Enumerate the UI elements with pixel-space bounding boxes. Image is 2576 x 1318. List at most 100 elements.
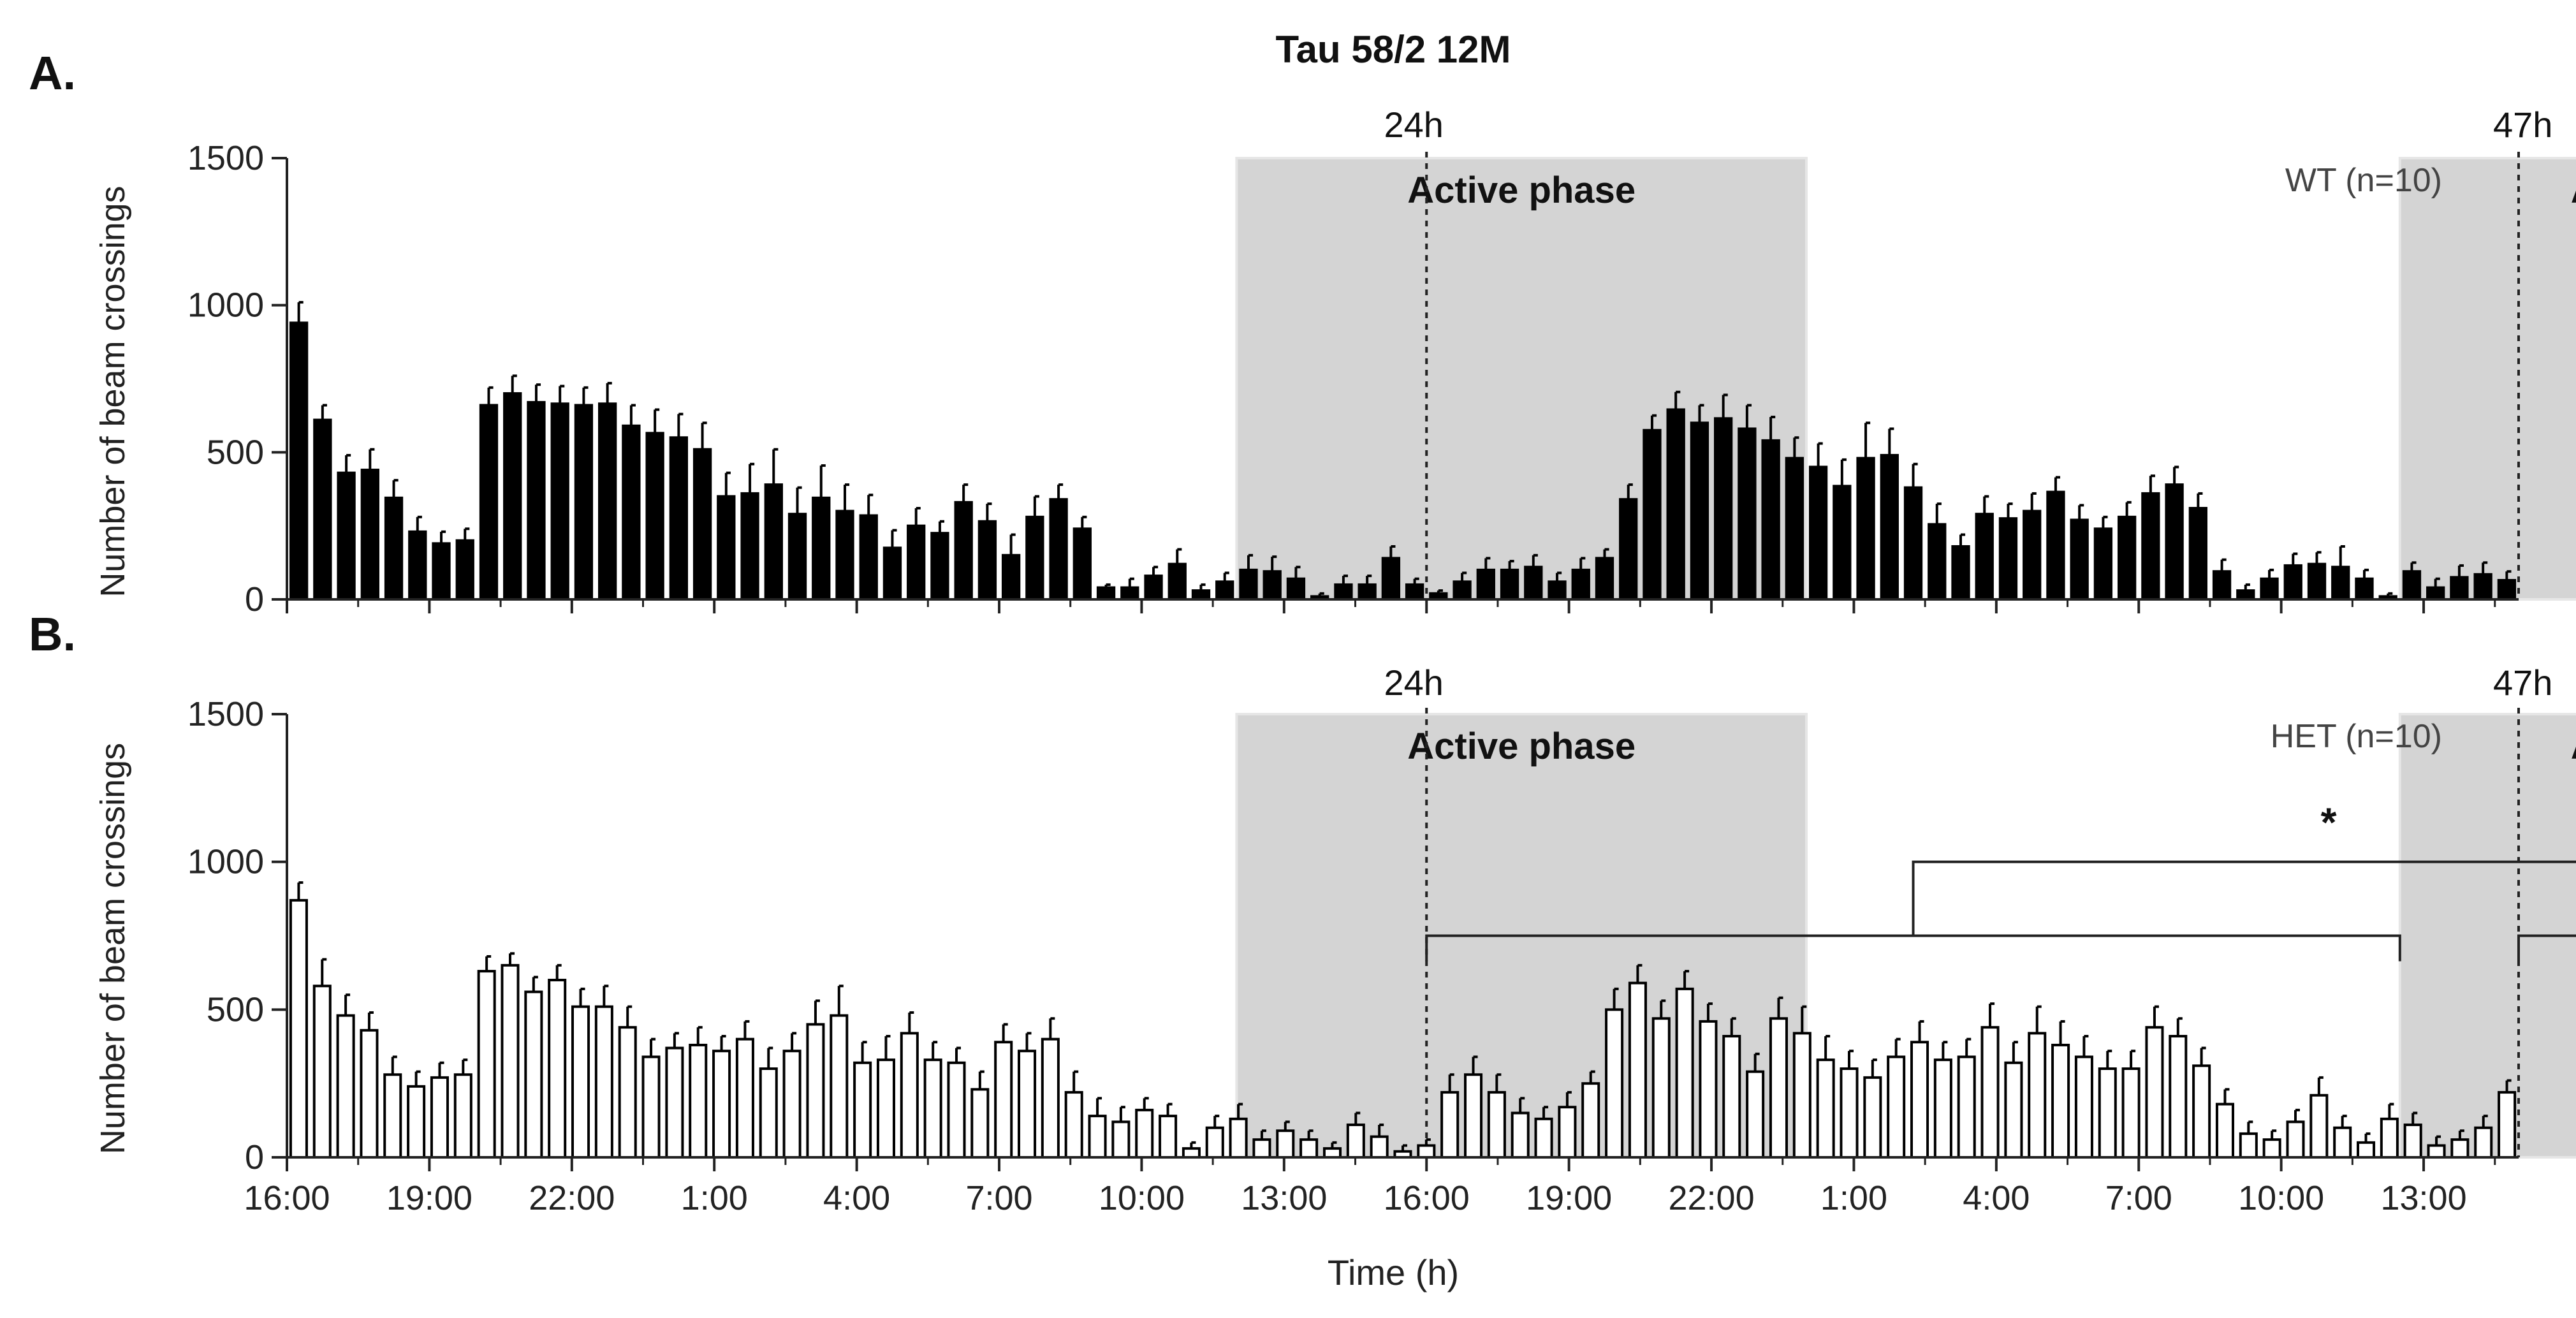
bar — [835, 509, 854, 601]
marker-47h: 47h — [2493, 105, 2552, 145]
bar — [1933, 1058, 1952, 1159]
legend-label: HET (n=10) — [2271, 718, 2442, 755]
bar — [1808, 465, 1828, 601]
bar — [1769, 1017, 1788, 1159]
bar — [1524, 566, 1543, 601]
bar — [2426, 586, 2445, 601]
bracket-right — [2517, 934, 2576, 962]
bar — [1018, 1050, 1037, 1159]
marker-24h: 24h — [1384, 663, 1444, 703]
bar — [618, 1026, 637, 1159]
x-tick-label: 10:00 — [2238, 1179, 2324, 1217]
bar — [2331, 566, 2350, 601]
bar — [1903, 486, 1923, 601]
bar — [2260, 577, 2279, 601]
bar — [1191, 589, 1211, 601]
bar — [1840, 1067, 1859, 1159]
bar — [1548, 580, 1567, 601]
bar — [1714, 417, 1733, 601]
bar — [2357, 1141, 2376, 1159]
marker-47h: 47h — [2493, 663, 2552, 703]
bar — [384, 496, 404, 601]
bar — [594, 1005, 613, 1159]
x-tick-label: 22:00 — [1668, 1179, 1754, 1217]
bar — [1144, 575, 1163, 601]
bar — [1252, 1138, 1271, 1159]
bar — [2498, 1091, 2517, 1159]
bar — [930, 532, 949, 601]
y-tick-label: 0 — [245, 1138, 264, 1176]
bar — [994, 1041, 1013, 1159]
bar — [2141, 492, 2160, 601]
bar — [2474, 1126, 2493, 1159]
bar — [1096, 586, 1116, 601]
bar — [2239, 1132, 2258, 1159]
active-phase-region — [1235, 157, 1808, 601]
bar — [1215, 580, 1234, 601]
bar — [1417, 1144, 1436, 1159]
bar — [430, 1076, 450, 1159]
bar — [1381, 557, 1401, 601]
y-tick-label: 1000 — [187, 286, 264, 325]
bar — [2028, 1032, 2047, 1159]
bar — [1049, 498, 1068, 601]
bar — [360, 469, 379, 601]
bar — [1928, 523, 1947, 601]
bar — [1159, 1115, 1178, 1159]
bar — [1262, 570, 1282, 601]
bar — [571, 1005, 590, 1159]
legend-label: WT (n=10) — [2285, 162, 2442, 199]
bar — [527, 400, 546, 601]
bar — [1980, 1026, 2000, 1159]
active-phase-label: Active phase — [2571, 170, 2576, 211]
bar — [503, 392, 522, 601]
bar — [1863, 1076, 1882, 1159]
bar — [2145, 1026, 2164, 1159]
bar — [2093, 527, 2113, 601]
bar — [2004, 1061, 2023, 1159]
bar — [1628, 981, 1647, 1159]
bar — [1880, 453, 1899, 601]
x-tick-label: 13:00 — [2380, 1179, 2466, 1217]
bar — [2355, 577, 2374, 601]
bar — [1816, 1058, 1835, 1159]
bar — [2497, 579, 2517, 601]
bar — [1833, 485, 1852, 601]
bar — [1690, 421, 1709, 601]
bar — [1651, 1017, 1671, 1159]
bar — [1440, 1091, 1460, 1159]
bar — [1405, 583, 1424, 601]
y-tick-label: 500 — [207, 433, 264, 471]
bar — [645, 432, 664, 601]
bar — [407, 1085, 426, 1159]
bar — [1619, 498, 1638, 601]
active-phase-label: Active phase — [1407, 726, 1636, 767]
bar — [1346, 1124, 1365, 1159]
bar — [907, 524, 926, 601]
bar — [1675, 987, 1694, 1159]
x-tick-label: 16:00 — [244, 1179, 330, 1217]
bar — [977, 520, 997, 601]
bar — [2023, 509, 2042, 601]
y-axis-label: Number of beam crossings — [94, 743, 132, 1154]
x-tick-label: 22:00 — [529, 1179, 615, 1217]
bar — [669, 436, 689, 601]
bar — [2450, 576, 2469, 601]
x-tick-label: 1:00 — [681, 1179, 748, 1217]
panel-letter: A. — [29, 47, 76, 99]
bar — [1239, 568, 1258, 601]
bar — [1025, 515, 1044, 601]
bar — [1761, 439, 1780, 601]
bar — [859, 514, 878, 601]
bar — [2046, 490, 2065, 601]
bar — [1951, 545, 1970, 601]
bar — [524, 990, 543, 1159]
bar — [455, 539, 474, 601]
bar — [1205, 1126, 1224, 1159]
bar — [408, 530, 427, 601]
bar — [641, 1055, 661, 1159]
bar — [1111, 1120, 1131, 1159]
bar — [2427, 1144, 2446, 1159]
y-tick-label: 0 — [245, 580, 264, 619]
